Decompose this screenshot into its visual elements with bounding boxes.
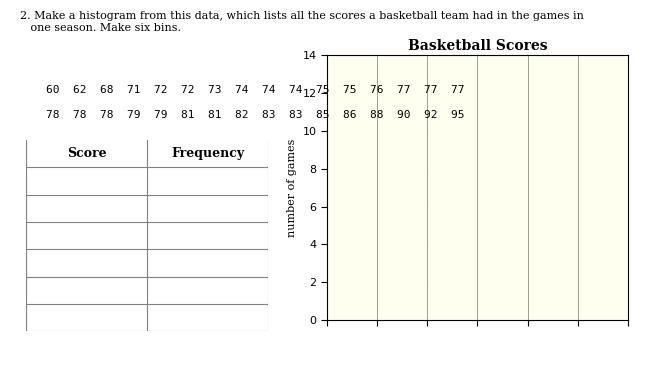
Text: 60  62  68  71  72  72  73  74  74  74  75  75  76  77  77  77: 60 62 68 71 72 72 73 74 74 74 75 75 76 7… xyxy=(46,85,464,95)
Y-axis label: number of games: number of games xyxy=(287,138,297,237)
Bar xyxy=(577,55,628,320)
Bar xyxy=(477,55,528,320)
Title: Basketball Scores: Basketball Scores xyxy=(407,39,547,53)
Text: 2. Make a histogram from this data, which lists all the scores a basketball team: 2. Make a histogram from this data, whic… xyxy=(20,11,583,33)
Text: Frequency: Frequency xyxy=(171,147,244,160)
Bar xyxy=(528,55,577,320)
Bar xyxy=(377,55,427,320)
Text: 78  78  78  79  79  81  81  82  83  83  85  86  88  90  92  95: 78 78 78 79 79 81 81 82 83 83 85 86 88 9… xyxy=(46,110,464,120)
Text: Score: Score xyxy=(67,147,107,160)
Bar xyxy=(427,55,477,320)
Bar xyxy=(327,55,377,320)
